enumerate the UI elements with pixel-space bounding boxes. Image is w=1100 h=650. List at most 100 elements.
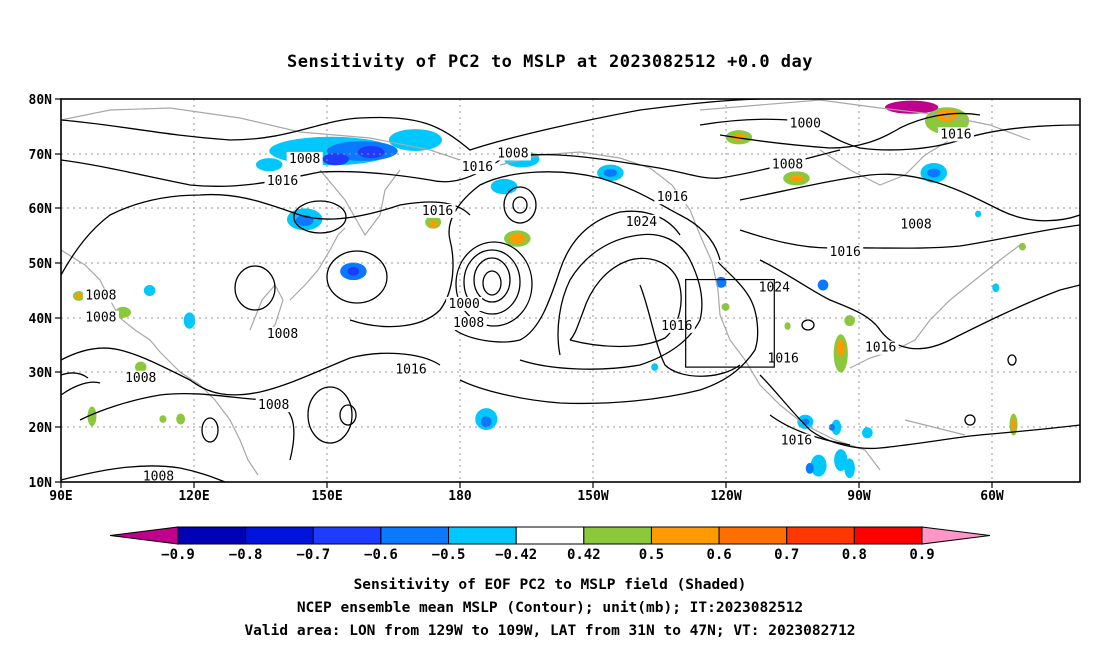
sensitivity-patch [844, 458, 855, 479]
contour-line [473, 257, 511, 303]
coastline-arctic-islands [699, 99, 1031, 141]
sensitivity-shading [72, 100, 1026, 479]
contour-label-background [122, 370, 159, 385]
contour-line [1007, 354, 1017, 366]
contour-label-background [286, 151, 323, 166]
contour-label: 1016 [267, 174, 298, 189]
sensitivity-patch [862, 427, 873, 439]
sensitivity-patch [143, 285, 156, 296]
contour-label-background [393, 362, 430, 377]
map-background [61, 99, 1080, 482]
contour-line [759, 259, 1080, 350]
contour-label: 1024 [626, 215, 657, 230]
contour-label-background [450, 316, 487, 331]
sensitivity-patch [789, 175, 804, 182]
sensitivity-patch [347, 266, 360, 276]
sensitivity-patch [651, 363, 659, 371]
colorbar-swatch [177, 526, 247, 545]
sensitivity-patch [805, 462, 814, 474]
contour-label: 1016 [940, 127, 971, 142]
colorbar-label: −0.42 [495, 547, 537, 563]
colorbar-swatch [515, 526, 585, 545]
colorbar-label: 0.5 [639, 547, 664, 563]
contour-line [61, 99, 761, 151]
lon-tick-label: 150W [577, 489, 608, 504]
lat-tick-label: 60N [29, 202, 53, 217]
contour-label: 1016 [422, 204, 453, 219]
colorbar-label: 0.42 [567, 547, 601, 563]
sensitivity-patch [927, 168, 941, 178]
colorbar-swatch [650, 526, 720, 545]
contour-label-background [778, 433, 815, 448]
sensitivity-patch [428, 220, 438, 228]
contour-line [201, 417, 219, 443]
sensitivity-patch [828, 424, 835, 431]
contour-line [569, 257, 682, 348]
contour-label-background [264, 173, 301, 188]
colorbar-max-triangle [921, 526, 991, 545]
contour-label: 1000 [449, 297, 480, 312]
contour-label-background [827, 244, 864, 259]
contour-line [79, 392, 295, 461]
colorbar-swatch [786, 526, 855, 545]
contour-label-background [82, 310, 119, 325]
sensitivity-patch [603, 169, 618, 177]
coastline-caribbean [904, 419, 966, 436]
sensitivity-patch [936, 109, 959, 122]
contour-line [719, 112, 981, 149]
contour-line [639, 284, 741, 377]
contour-line [512, 196, 528, 214]
sensitivity-patch [844, 315, 855, 327]
contour-line [699, 118, 1080, 151]
lat-tick-label: 70N [29, 148, 53, 163]
contour-label: 1008 [267, 327, 298, 342]
sensitivity-patch [834, 449, 848, 472]
contour-label-background [937, 127, 974, 142]
contour-label: 1008 [143, 469, 174, 484]
sensitivity-patch [509, 233, 526, 244]
contour-line [801, 319, 815, 331]
contour-label-background [255, 398, 292, 413]
contour-line [519, 233, 703, 370]
contour-label: 1016 [462, 160, 493, 175]
contour-label: 1016 [395, 363, 426, 378]
coastline-japan [289, 227, 346, 301]
lat-tick-label: 10N [29, 476, 53, 491]
contour-label: 1008 [453, 316, 484, 331]
lon-tick-label: 90E [49, 489, 72, 504]
colorbar-label: −0.7 [296, 547, 330, 563]
contour-label-background [623, 214, 660, 229]
contour-line [61, 372, 101, 396]
contour-label: 1008 [289, 152, 320, 167]
contour-label: 1016 [830, 245, 861, 260]
contour-label: 1016 [865, 341, 896, 356]
sensitivity-patch [255, 158, 283, 172]
contour-label-background [446, 296, 483, 311]
lon-tick-label: 180 [448, 489, 472, 504]
contour-label-background [769, 157, 806, 172]
caption-line-2: NCEP ensemble mean MSLP (Contour); unit(… [297, 600, 803, 616]
lat-tick-label: 30N [29, 366, 53, 381]
colorbar-label: −0.8 [229, 547, 263, 563]
sensitivity-patch [481, 416, 492, 428]
colorbar-swatch [718, 526, 788, 545]
colorbar-label: −0.5 [432, 547, 466, 563]
coastline-gulf-of-mexico [849, 244, 1021, 369]
colorbar-swatch [583, 526, 652, 545]
lat-tick-label: 80N [29, 93, 53, 108]
colorbar-swatch [312, 526, 382, 545]
sensitivity-patch [974, 210, 982, 218]
colorbar-label: 0.6 [706, 547, 731, 563]
contour-label: 1016 [768, 352, 799, 367]
contour-line [307, 386, 353, 444]
contour-line [326, 250, 388, 304]
coastline-kamchatka [319, 169, 401, 237]
contour-line [503, 186, 537, 224]
contour-label-background [459, 160, 496, 175]
mslp-contours [61, 99, 1080, 482]
contour-line [234, 265, 276, 311]
colorbar-label: 0.7 [774, 547, 799, 563]
colorbar-swatch [245, 526, 314, 545]
colorbar-swatch [448, 526, 517, 545]
contour-label-background [494, 146, 531, 161]
